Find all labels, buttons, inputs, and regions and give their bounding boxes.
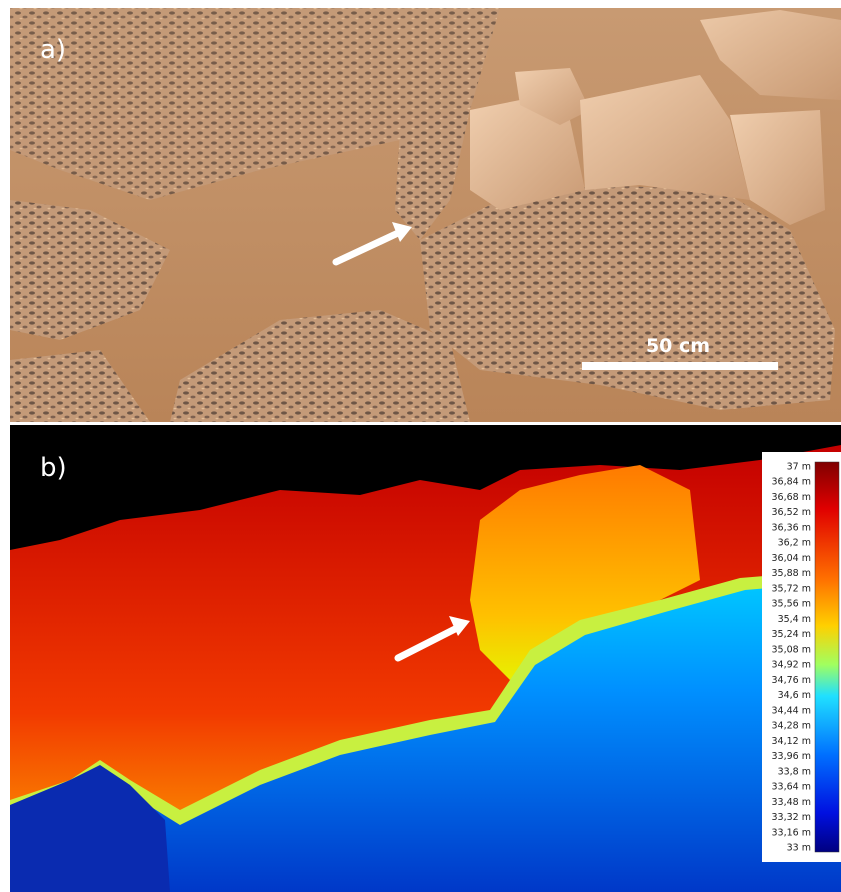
colorbar-label: 36,04 m: [772, 553, 811, 564]
colorbar-label: 34,92 m: [772, 660, 811, 671]
colorbar-label: 34,12 m: [772, 736, 811, 747]
colorbar-label: 33,16 m: [772, 827, 811, 838]
colorbar-label: 33,64 m: [772, 782, 811, 793]
colorbar-label: 33,8 m: [778, 766, 811, 777]
colorbar-label: 34,28 m: [772, 721, 811, 732]
colorbar-label: 36,52 m: [772, 507, 811, 518]
figure: 50 cm a) b) 37 m 36,84 m 36,68 m 36,52 m 36,…: [0, 0, 841, 892]
colorbar: [815, 462, 839, 852]
colorbar-label: 35,24 m: [772, 629, 811, 640]
colorbar-label: 34,6 m: [778, 690, 811, 701]
panel-label: b): [40, 453, 67, 483]
colorbar-label: 35,56 m: [772, 599, 811, 610]
colorbar-label: 33,48 m: [772, 797, 811, 808]
colorbar-label: 35,4 m: [778, 614, 811, 625]
colorbar-label: 33,96 m: [772, 751, 811, 762]
colorbar-label: 34,76 m: [772, 675, 811, 686]
colorbar-label: 36,36 m: [772, 522, 811, 533]
colorbar-label: 33,32 m: [772, 812, 811, 823]
colorbar-label: 35,88 m: [772, 568, 811, 579]
panel-label: a): [40, 35, 66, 65]
depth-panel: b) 37 m 36,84 m 36,68 m 36,52 m 36,36 m 36,2 …: [10, 425, 841, 892]
colorbar-label: 36,68 m: [772, 492, 811, 503]
colorbar-label: 35,08 m: [772, 644, 811, 655]
colorbar-label: 34,44 m: [772, 705, 811, 716]
colorbar-label: 37 m: [787, 462, 811, 473]
scale-label: 50 cm: [646, 335, 710, 357]
colorbar-label: 36,2 m: [778, 538, 811, 549]
colorbar-label: 36,84 m: [772, 477, 811, 488]
colorbar-label: 35,72 m: [772, 583, 811, 594]
colorbar-label: 33 m: [787, 843, 811, 854]
photo-panel: 50 cm a): [10, 8, 841, 422]
